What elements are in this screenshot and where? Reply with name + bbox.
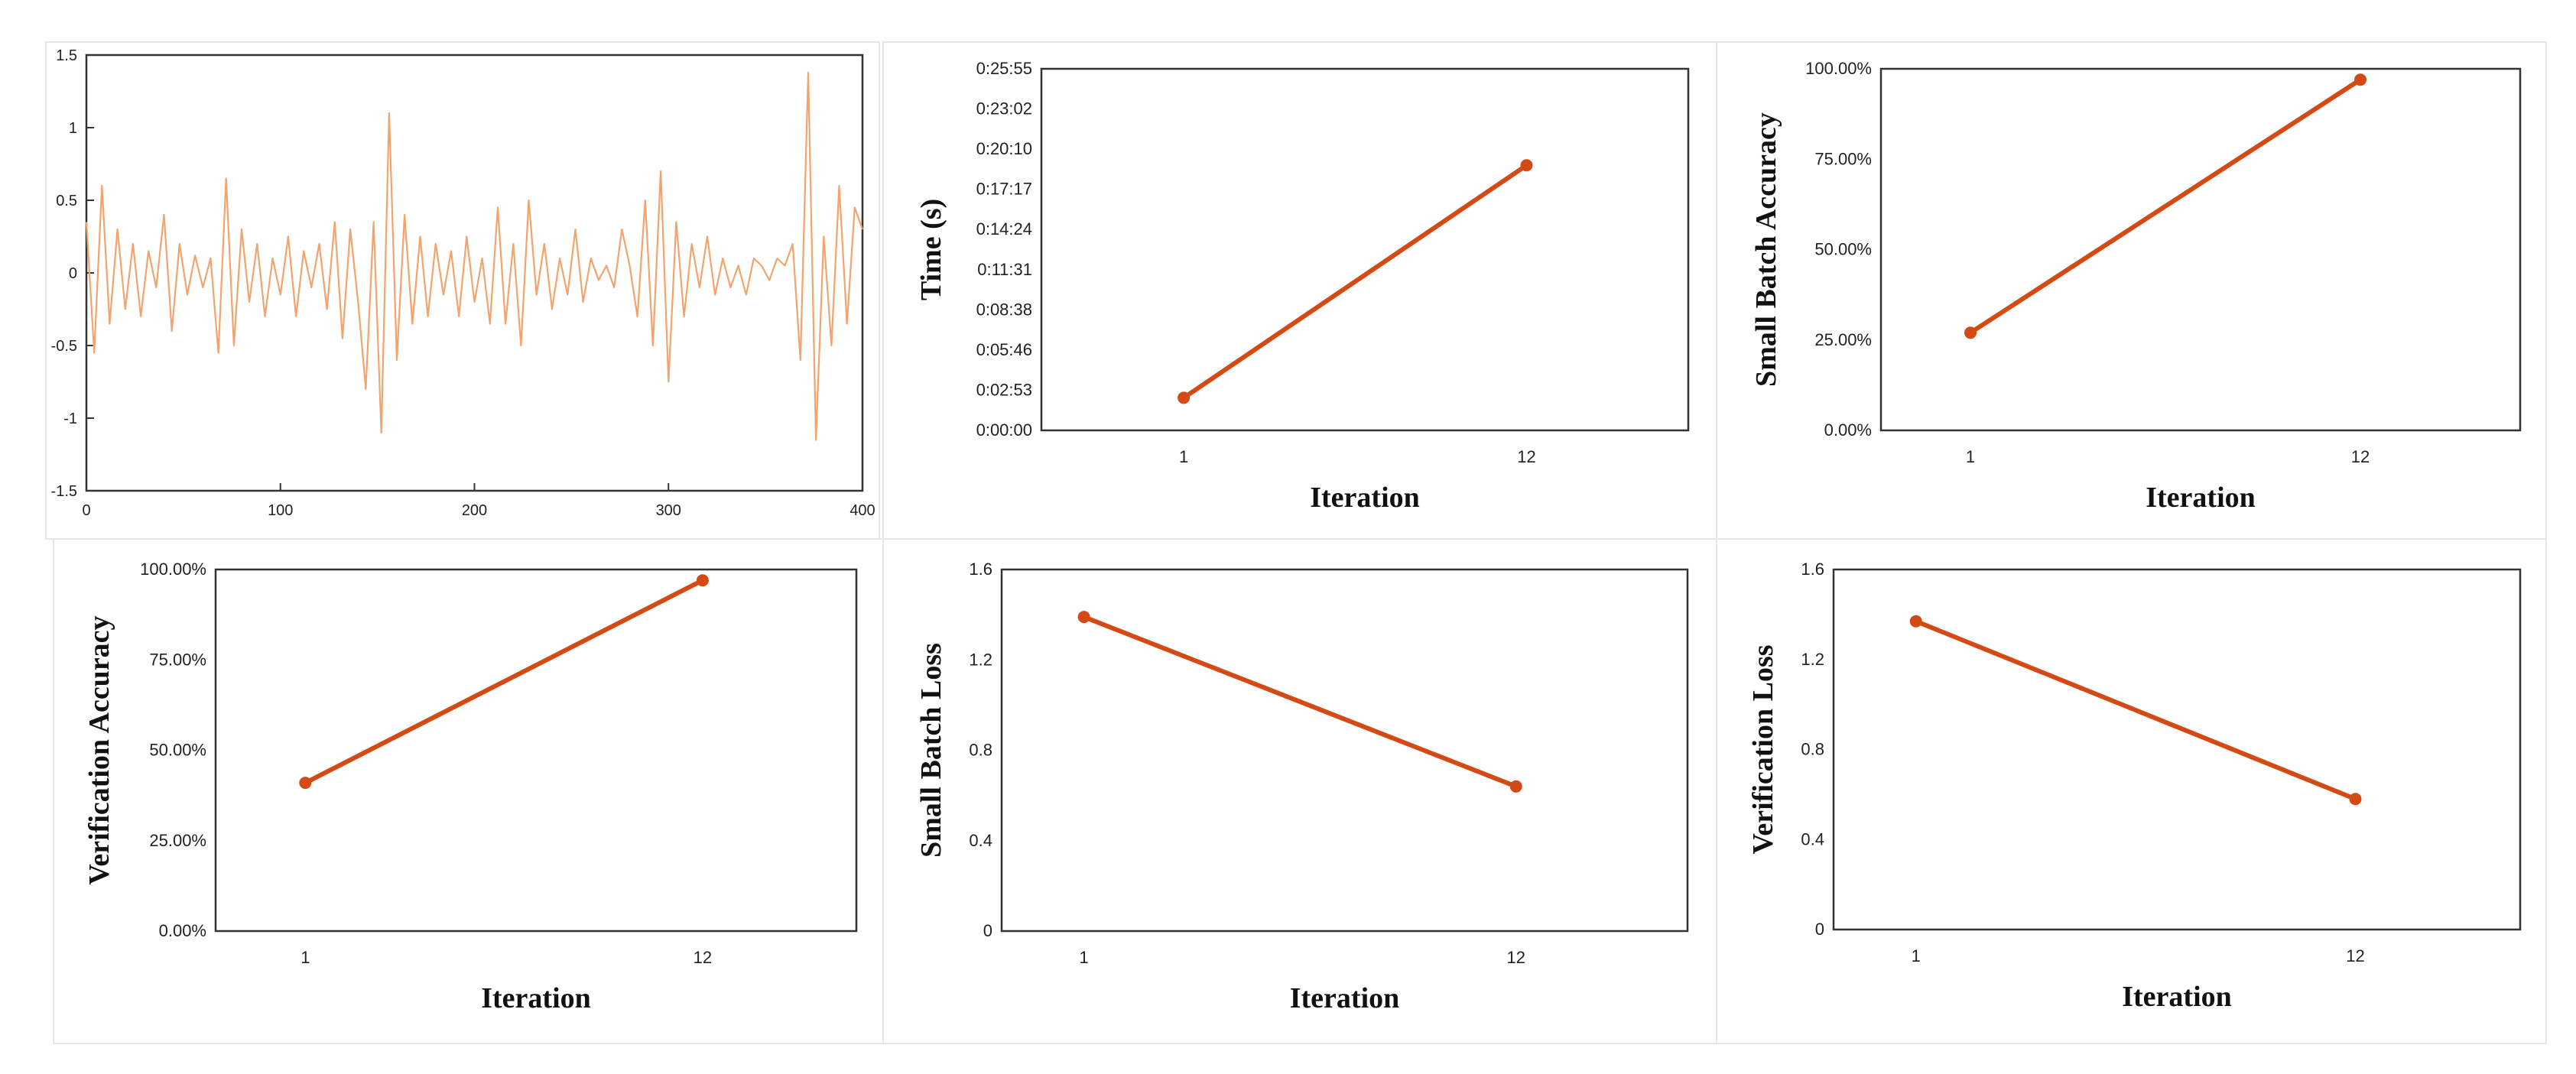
y-tick-label: 1.6 [1801, 560, 1824, 579]
chart-panel-time: 0:00:00 0:02:53 0:05:46 0:08:38 0:11:31 0:14:… [882, 41, 1717, 540]
y-tick-label: 0:02:53 [976, 380, 1032, 399]
data-point [2354, 73, 2366, 86]
chart-panel-sb_loss: 0 0.4 0.8 1.2 1.6 1 12 Iteration Small Batch Los… [882, 538, 1717, 1044]
data-point [1178, 391, 1191, 404]
y-tick-label: 0.4 [1801, 829, 1824, 848]
plot-frame [1000, 568, 1689, 933]
series-line [1968, 77, 2363, 336]
y-tick-label: 0.00% [1824, 420, 1872, 440]
y-tick-label: 0 [983, 921, 992, 940]
series-line [303, 578, 705, 786]
plot-frame [214, 568, 858, 933]
y-tick-label: 1.6 [969, 560, 992, 579]
x-tick-label: 100 [268, 502, 293, 519]
data-point [299, 777, 312, 790]
y-tick-label: 25.00% [1814, 330, 1872, 349]
x-axis-title: Iteration [2122, 981, 2232, 1013]
data-point [2349, 793, 2362, 806]
panel-border [1716, 41, 2547, 540]
data-point [1077, 611, 1090, 624]
y-tick-label: 75.00% [1814, 149, 1872, 168]
x-tick-label: 12 [694, 948, 712, 967]
x-tick-label: 12 [2346, 946, 2364, 965]
y-tick-label: 0:08:38 [976, 300, 1032, 319]
x-tick-label: 400 [849, 502, 875, 519]
y-tick-label: 1.5 [56, 47, 77, 64]
y-tick-label: 0 [1815, 920, 1824, 939]
x-tick-label: 1 [1912, 946, 1921, 965]
y-axis-title: Small Batch Loss [915, 643, 947, 858]
signal-series-line [85, 71, 864, 441]
chart-panel-ver_loss: 0 0.4 0.8 1.2 1.6 1 12 Iteration Verification Lo… [1716, 538, 2547, 1044]
x-tick-label: 1 [1080, 948, 1089, 967]
plot-frame [1040, 67, 1690, 432]
y-tick-label: 75.00% [149, 650, 206, 669]
y-tick-label: -1.5 [51, 483, 77, 500]
y-tick-label: 0.8 [969, 741, 992, 760]
y-tick-label: 50.00% [149, 741, 206, 760]
x-tick-label: 300 [656, 502, 681, 519]
y-tick-label: 1.2 [1801, 650, 1824, 669]
x-axis-title: Iteration [1310, 482, 1420, 514]
y-axis-title: Verification Accuracy [83, 615, 115, 884]
series-line [1913, 618, 2358, 802]
y-axis-title: Time (s) [915, 199, 947, 300]
x-tick-label: 1 [300, 948, 310, 967]
x-tick-label: 12 [2351, 447, 2370, 466]
y-tick-label: 0:14:24 [976, 219, 1032, 238]
y-tick-label: 0.00% [159, 921, 206, 940]
y-tick-label: 1 [69, 120, 77, 137]
plot-frame [1879, 67, 2522, 432]
y-tick-label: 50.00% [1814, 240, 1872, 259]
data-point [1509, 780, 1522, 793]
x-tick-label: 0 [82, 502, 90, 519]
panel-border [1716, 538, 2547, 1044]
y-tick-label: 0.8 [1801, 740, 1824, 759]
chart-panel-ver_acc: 0.00% 25.00% 50.00% 75.00% 100.00% 1 12 Iterati… [53, 538, 884, 1044]
chart-panel-signal: -1.5 -1 -0.5 0 0.5 1 1.5 0 100 200 300 400 [45, 41, 880, 540]
plot-frame [1832, 568, 2522, 931]
y-axis-title: Small Batch Accuracy [1750, 112, 1782, 387]
data-point [1909, 615, 1922, 628]
y-axis-title: Verification Loss [1747, 644, 1779, 854]
y-tick-label: 0:25:55 [976, 59, 1032, 78]
series-line [1081, 615, 1519, 789]
x-axis-title: Iteration [1290, 982, 1400, 1014]
x-axis-title: Iteration [481, 982, 591, 1014]
x-axis-title: Iteration [2146, 482, 2256, 514]
data-point [696, 574, 709, 587]
y-tick-label: 0:20:10 [976, 139, 1032, 158]
y-tick-label: 25.00% [149, 831, 206, 850]
panel-border [882, 41, 1717, 540]
y-tick-label: -0.5 [51, 338, 77, 355]
series-line [1181, 163, 1529, 401]
panel-border [882, 538, 1717, 1044]
y-tick-label: 1.2 [969, 650, 992, 669]
y-tick-label: 0.5 [56, 193, 77, 209]
y-tick-label: 0.4 [969, 831, 992, 850]
y-tick-label: -1 [63, 410, 77, 427]
y-tick-label: 0:11:31 [977, 260, 1032, 279]
chart-panel-sb_acc: 0.00% 25.00% 50.00% 75.00% 100.00% 1 12 Iterati… [1716, 41, 2547, 540]
y-tick-label: 0 [69, 265, 77, 282]
x-tick-label: 1 [1179, 447, 1188, 466]
x-tick-label: 200 [462, 502, 487, 519]
y-tick-label: 0:17:17 [976, 180, 1032, 199]
y-tick-label: 100.00% [140, 560, 206, 579]
y-tick-label: 0:23:02 [976, 99, 1032, 118]
data-point [1520, 159, 1533, 172]
y-tick-label: 0:05:46 [976, 340, 1032, 359]
y-tick-label: 100.00% [1805, 59, 1872, 78]
panel-border [53, 538, 884, 1044]
x-tick-label: 1 [1966, 447, 1975, 466]
x-tick-label: 12 [1517, 447, 1535, 466]
x-tick-label: 12 [1507, 948, 1525, 967]
panel-border [45, 41, 880, 540]
y-tick-label: 0:00:00 [976, 420, 1032, 440]
data-point [1964, 326, 1977, 339]
